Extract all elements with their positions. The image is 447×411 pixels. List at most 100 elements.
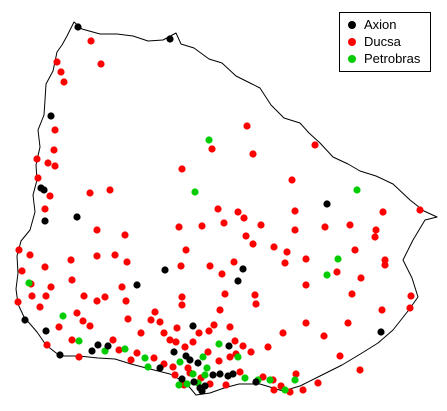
station-point-ducsa-10 xyxy=(34,174,42,182)
station-point-axion-29 xyxy=(229,370,237,378)
station-point-ducsa-126 xyxy=(288,176,296,184)
station-point-axion-21 xyxy=(194,359,202,367)
station-point-ducsa-85 xyxy=(292,370,300,378)
station-point-ducsa-83 xyxy=(299,386,307,394)
station-point-ducsa-28 xyxy=(14,298,22,306)
legend-item-petrobras: Petrobras xyxy=(348,50,430,67)
station-point-axion-7 xyxy=(323,200,331,208)
station-point-ducsa-110 xyxy=(257,221,265,229)
station-point-ducsa-45 xyxy=(147,316,155,324)
station-point-ducsa-31 xyxy=(68,276,76,284)
station-point-axion-10 xyxy=(133,281,141,289)
station-point-ducsa-68 xyxy=(150,354,158,362)
station-point-ducsa-135 xyxy=(348,290,356,298)
station-point-axion-14 xyxy=(94,341,102,349)
station-point-ducsa-17 xyxy=(93,252,101,260)
station-point-ducsa-55 xyxy=(205,327,213,335)
legend-swatch-petrobras xyxy=(348,54,356,63)
station-point-ducsa-124 xyxy=(249,150,257,158)
station-point-ducsa-53 xyxy=(173,324,181,332)
station-point-ducsa-38 xyxy=(43,341,51,349)
station-point-ducsa-47 xyxy=(156,318,164,326)
station-point-petrobras-15 xyxy=(189,370,197,378)
station-point-ducsa-8 xyxy=(33,155,41,163)
station-point-ducsa-34 xyxy=(101,293,109,301)
station-point-petrobras-8 xyxy=(121,345,129,353)
legend-label-petrobras: Petrobras xyxy=(364,51,421,66)
station-point-ducsa-65 xyxy=(181,343,189,351)
station-point-petrobras-3 xyxy=(334,255,342,263)
station-point-ducsa-109 xyxy=(242,232,250,240)
station-point-ducsa-76 xyxy=(222,381,230,389)
station-point-ducsa-43 xyxy=(124,315,132,323)
station-point-ducsa-103 xyxy=(333,268,341,276)
station-point-axion-1 xyxy=(166,35,174,43)
station-point-ducsa-39 xyxy=(55,323,63,331)
station-point-ducsa-1 xyxy=(97,60,105,68)
station-point-ducsa-95 xyxy=(406,304,414,312)
station-point-axion-2 xyxy=(47,112,55,120)
station-point-ducsa-89 xyxy=(320,332,328,340)
station-point-axion-15 xyxy=(104,342,112,350)
station-point-ducsa-140 xyxy=(115,346,123,354)
station-point-axion-20 xyxy=(156,364,164,372)
station-point-ducsa-122 xyxy=(321,223,329,231)
station-point-ducsa-98 xyxy=(371,233,379,241)
station-point-ducsa-84 xyxy=(314,379,322,387)
station-point-axion-26 xyxy=(209,371,217,379)
station-point-petrobras-4 xyxy=(323,271,331,279)
station-point-ducsa-141 xyxy=(75,353,83,361)
station-point-ducsa-93 xyxy=(378,306,386,314)
station-point-ducsa-12 xyxy=(41,205,49,213)
station-point-ducsa-120 xyxy=(291,207,299,215)
station-point-ducsa-134 xyxy=(302,281,310,289)
station-point-petrobras-9 xyxy=(141,354,149,362)
station-point-ducsa-130 xyxy=(218,270,226,278)
station-point-ducsa-41 xyxy=(118,283,126,291)
station-point-axion-33 xyxy=(377,328,385,336)
station-point-ducsa-97 xyxy=(381,261,389,269)
station-point-ducsa-26 xyxy=(47,283,55,291)
station-point-petrobras-11 xyxy=(176,358,184,366)
station-point-ducsa-132 xyxy=(251,291,259,299)
station-point-ducsa-22 xyxy=(26,251,34,259)
station-point-ducsa-108 xyxy=(249,240,257,248)
station-point-ducsa-105 xyxy=(283,248,291,256)
station-point-ducsa-137 xyxy=(416,206,424,214)
station-point-axion-9 xyxy=(161,266,169,274)
station-point-axion-0 xyxy=(74,23,82,31)
station-point-axion-11 xyxy=(21,316,29,324)
station-point-ducsa-119 xyxy=(230,258,238,266)
station-point-ducsa-29 xyxy=(36,303,44,311)
legend-label-ducsa: Ducsa xyxy=(364,34,401,49)
station-point-petrobras-25 xyxy=(203,364,211,372)
station-point-petrobras-10 xyxy=(144,363,152,371)
station-point-axion-4 xyxy=(40,186,48,194)
station-point-ducsa-61 xyxy=(239,342,247,350)
station-point-petrobras-2 xyxy=(353,186,361,194)
station-point-ducsa-64 xyxy=(204,348,212,356)
station-point-petrobras-17 xyxy=(201,371,209,379)
station-point-ducsa-37 xyxy=(79,317,87,325)
station-point-ducsa-30 xyxy=(42,292,50,300)
legend-item-ducsa: Ducsa xyxy=(348,33,430,50)
station-point-ducsa-42 xyxy=(122,297,130,305)
station-point-petrobras-0 xyxy=(205,136,213,144)
station-point-ducsa-143 xyxy=(215,357,223,365)
station-point-petrobras-14 xyxy=(234,353,242,361)
station-point-ducsa-4 xyxy=(53,58,61,66)
station-point-ducsa-35 xyxy=(73,309,81,317)
station-point-ducsa-139 xyxy=(109,336,117,344)
station-point-ducsa-54 xyxy=(195,329,203,337)
station-point-ducsa-100 xyxy=(379,208,387,216)
station-point-ducsa-59 xyxy=(231,337,239,345)
station-point-ducsa-52 xyxy=(172,338,180,346)
station-point-axion-13 xyxy=(88,347,96,355)
station-point-ducsa-36 xyxy=(86,322,94,330)
station-point-ducsa-138 xyxy=(189,338,197,346)
station-point-ducsa-77 xyxy=(236,368,244,376)
station-point-ducsa-44 xyxy=(137,329,145,337)
station-point-ducsa-94 xyxy=(407,292,415,300)
station-point-ducsa-33 xyxy=(93,297,101,305)
